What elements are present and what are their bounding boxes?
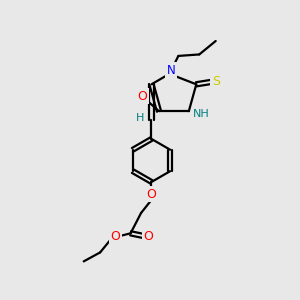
Text: H: H [136, 113, 144, 123]
Text: NH: NH [193, 109, 210, 118]
Text: O: O [147, 188, 156, 201]
Text: O: O [138, 90, 148, 103]
Text: O: O [144, 230, 153, 243]
Text: N: N [167, 64, 175, 77]
Text: O: O [110, 230, 120, 243]
Text: S: S [212, 75, 220, 88]
